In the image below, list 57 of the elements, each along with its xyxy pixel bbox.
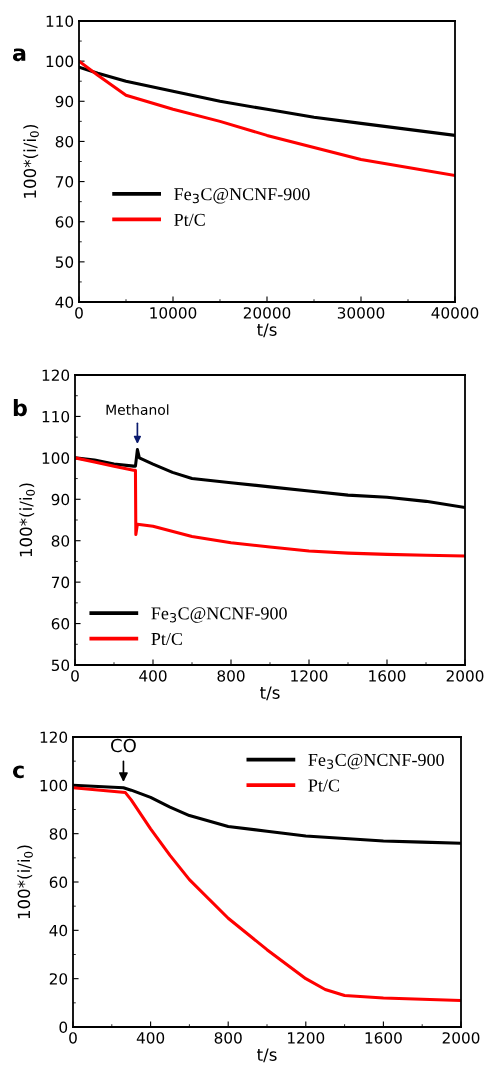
y-tick-label: 60: [55, 216, 74, 228]
line-series: [79, 59, 455, 178]
y-tick-label: 80: [51, 535, 70, 547]
y-tick-label: 70: [55, 176, 74, 188]
x-tick-label: 2000: [442, 1032, 480, 1044]
y-tick-label: 80: [49, 828, 68, 840]
x-tick-label: 800: [214, 1032, 242, 1044]
y-tick-label: 110: [42, 410, 70, 423]
x-tick-label: 1600: [365, 1032, 402, 1044]
y-tick-label: 100: [42, 452, 70, 464]
x-tick-label: 400: [136, 1032, 165, 1044]
legend-label: Fe$_{3}$C@NCNF-900: [308, 753, 444, 770]
y-tick-label: 120: [42, 369, 70, 382]
y-tick-label: 120: [40, 731, 68, 744]
line-series: [75, 456, 465, 558]
x-axis-title: t/s: [257, 1048, 277, 1063]
y-tick-label: 70: [51, 576, 70, 589]
x-tick-label: 800: [217, 670, 245, 682]
y-tick-label: 50: [51, 659, 70, 672]
text: b: [13, 399, 27, 417]
legend-label: Fe$_{3}$C@NCNF-900: [151, 607, 287, 623]
x-tick-label: 400: [139, 670, 167, 682]
y-tick-label: 80: [55, 135, 74, 148]
y-tick-label: 40: [49, 924, 68, 937]
y-tick-label: 0: [59, 1021, 68, 1034]
y-tick-label: 90: [51, 493, 70, 506]
x-tick-label: 1600: [369, 670, 406, 682]
legend-label: Pt/C: [151, 632, 182, 646]
y-tick-label: 100: [40, 779, 68, 792]
legend-label: Pt/C: [308, 779, 340, 792]
y-tick-label: 100: [46, 55, 74, 68]
x-tick-label: 30000: [337, 307, 385, 319]
y-axis-title: 100*(i/i$_{0}$): [19, 483, 35, 557]
x-tick-label: 1200: [288, 1032, 325, 1044]
x-tick-label: 2000: [446, 670, 484, 682]
x-tick-label: 40000: [431, 307, 479, 319]
x-tick-label: 20000: [243, 307, 291, 319]
y-tick-label: 60: [51, 618, 70, 630]
y-tick-label: 50: [55, 256, 74, 268]
y-tick-label: 20: [49, 973, 68, 985]
y-axis-title: 100*(i/i$_{0}$): [23, 124, 39, 198]
text: a: [12, 48, 26, 62]
text: c: [12, 765, 24, 779]
annotation: Methanol: [106, 404, 169, 415]
annotation: CO: [111, 738, 136, 753]
legend-label: Fe$_{3}$C@NCNF-900: [174, 188, 310, 204]
x-tick-label: 1200: [291, 670, 328, 682]
x-axis-title: t/s: [260, 686, 280, 701]
x-axis-title: t/s: [257, 323, 277, 338]
y-axis-title: 100*(i/i$_{0}$): [17, 845, 33, 919]
y-tick-label: 90: [55, 95, 74, 108]
x-tick-label: 0: [75, 307, 83, 319]
x-tick-label: 10000: [150, 307, 197, 319]
legend-label: Pt/C: [174, 213, 205, 226]
y-tick-label: 40: [55, 296, 74, 309]
y-tick-label: 110: [46, 15, 74, 28]
y-tick-label: 60: [49, 876, 68, 889]
